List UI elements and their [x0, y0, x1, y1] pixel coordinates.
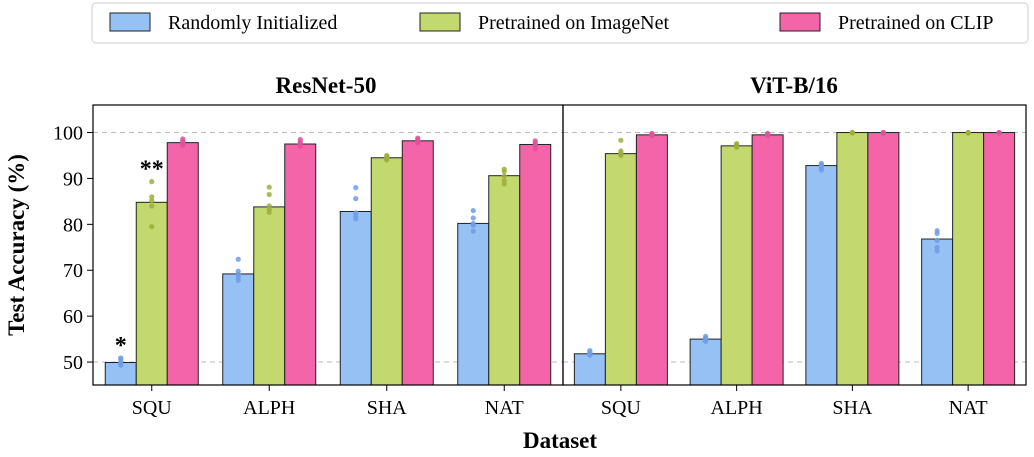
bar-random-sha	[805, 165, 838, 386]
data-point	[470, 215, 476, 221]
data-point	[734, 140, 740, 147]
data-point	[266, 203, 272, 209]
data-point	[649, 130, 655, 137]
x-axis-label: Dataset	[523, 428, 597, 453]
data-point	[415, 135, 421, 141]
legend-label-clip: Pretrained on CLIP	[838, 12, 994, 34]
bar-imagenet-squ	[135, 201, 168, 386]
data-point	[180, 136, 186, 142]
data-point	[849, 129, 855, 136]
data-point	[934, 244, 940, 250]
y-axis-label: Test Accuracy (%)	[4, 154, 29, 336]
data-point	[703, 333, 709, 339]
data-point	[501, 178, 507, 184]
data-point	[235, 256, 241, 262]
x-tick-label: SQU	[132, 397, 173, 419]
data-point	[470, 207, 476, 214]
bar-random-nat	[457, 222, 490, 386]
bar-imagenet-alph	[720, 145, 753, 386]
bar-random-alph	[689, 338, 722, 386]
data-point	[353, 210, 359, 216]
legend-label-imagenet: Pretrained on ImageNet	[478, 12, 669, 34]
data-point	[618, 137, 624, 143]
data-point	[297, 136, 303, 143]
y-tick-label: 100	[53, 123, 83, 145]
data-point	[996, 129, 1002, 136]
data-point	[149, 203, 155, 209]
data-point	[934, 228, 940, 234]
legend-swatch-imagenet	[419, 12, 461, 32]
bar-clip-squ	[635, 134, 668, 386]
panel-title-resnet: ResNet-50	[276, 73, 377, 98]
data-point	[501, 173, 507, 179]
legend-label-random: Randomly Initialized	[168, 12, 337, 34]
legend-swatch-random	[109, 12, 151, 32]
data-point	[149, 179, 155, 185]
legend-swatch-clip	[779, 12, 821, 32]
x-tick-label: ALPH	[243, 397, 295, 419]
data-point	[149, 197, 155, 204]
bar-random-squ	[573, 353, 606, 386]
bar-clip-nat	[519, 143, 552, 386]
y-tick-label: 60	[63, 306, 83, 328]
data-point	[353, 196, 359, 202]
x-tick-label: NAT	[485, 397, 524, 419]
bar-random-alph	[222, 273, 255, 386]
legend: Randomly Initialized Pretrained on Image…	[91, 2, 1029, 44]
data-point	[818, 160, 824, 166]
data-point	[384, 152, 390, 159]
data-point	[532, 138, 538, 144]
data-point	[149, 194, 155, 200]
data-point	[118, 355, 124, 361]
y-tick-label: 80	[63, 214, 83, 236]
data-point	[266, 207, 272, 213]
x-tick-label: ALPH	[711, 397, 763, 419]
data-point	[765, 130, 771, 137]
bar-clip-squ	[166, 142, 199, 386]
significance-marker: **	[140, 157, 164, 183]
bar-random-sha	[339, 210, 372, 386]
bar-clip-alph	[284, 143, 317, 386]
bar-imagenet-sha	[836, 132, 869, 386]
bar-clip-sha	[867, 132, 900, 386]
data-point	[235, 268, 241, 274]
bar-clip-nat	[983, 132, 1016, 386]
data-point	[501, 166, 507, 172]
data-point	[266, 184, 272, 190]
x-tick-label: SHA	[832, 397, 873, 419]
data-point	[618, 148, 624, 154]
data-point	[470, 220, 476, 227]
y-tick-label: 90	[63, 168, 83, 190]
bar-imagenet-nat	[952, 132, 985, 386]
bar-imagenet-sha	[370, 157, 403, 386]
bar-clip-sha	[401, 140, 434, 386]
panel-title-vit: ViT-B/16	[750, 73, 838, 98]
plot-frame	[562, 104, 1027, 386]
bar-imagenet-alph	[253, 206, 286, 386]
y-tick-label: 70	[63, 260, 83, 282]
data-point	[934, 237, 940, 244]
x-tick-label: NAT	[949, 397, 988, 419]
x-tick-label: SQU	[601, 397, 642, 419]
data-point	[934, 248, 940, 254]
x-tick-label: SHA	[367, 397, 408, 419]
data-point	[880, 129, 886, 136]
y-tick-label: 50	[63, 352, 83, 374]
bar-clip-alph	[751, 134, 784, 386]
bar-imagenet-nat	[488, 175, 521, 386]
data-point	[149, 224, 155, 230]
data-point	[353, 185, 359, 191]
data-point	[470, 228, 476, 234]
data-point	[965, 129, 971, 136]
data-point	[266, 191, 272, 198]
significance-marker: *	[115, 333, 127, 359]
bar-random-nat	[921, 238, 954, 386]
panel-vit: SQU ALPH SHA NAT	[562, 104, 1027, 419]
bar-imagenet-squ	[604, 153, 637, 386]
data-point	[587, 347, 593, 354]
